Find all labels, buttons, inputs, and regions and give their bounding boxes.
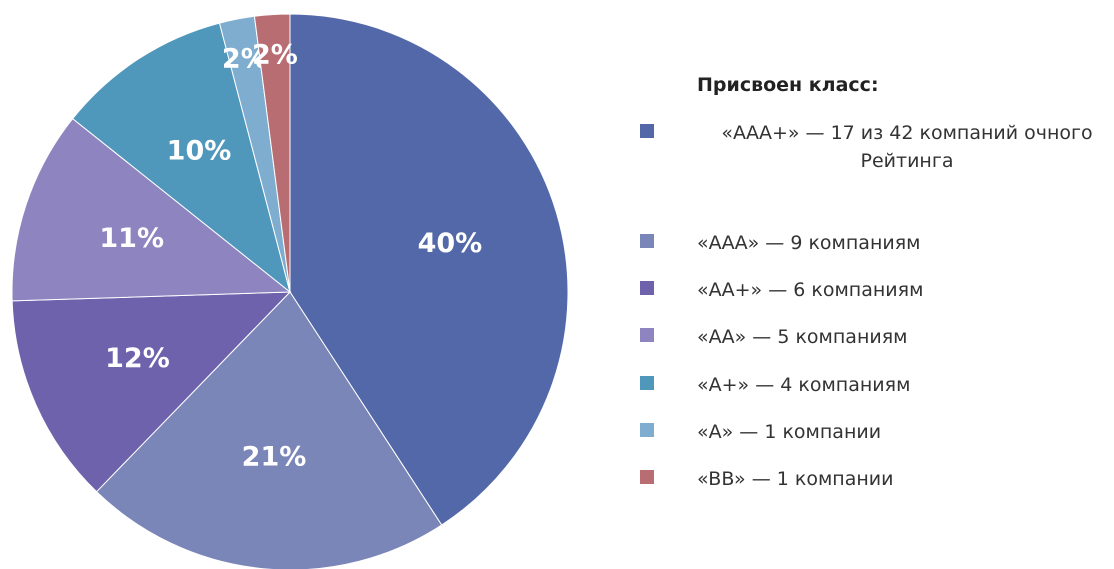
pie-slice [11,291,292,493]
legend-swatch [640,376,654,390]
slice-label: 11% [99,223,164,254]
legend-label: «ААА» — 9 компаниям [697,232,921,254]
legend-item: «BB» — 1 компании [640,465,893,493]
legend-swatch [640,328,654,342]
pie-slice [71,22,291,294]
legend-label: «АА» — 5 компаниям [697,326,908,348]
slice-label: 2% [252,40,298,71]
legend-swatch [640,281,654,295]
legend-swatch [640,124,654,138]
slice-label: 21% [242,442,307,473]
legend-label: «А» — 1 компании [697,421,882,443]
slice-label: 40% [418,228,483,259]
slice-label: 12% [105,343,170,374]
legend-swatch [640,423,654,437]
legend-swatch [640,234,654,248]
legend-item: «ААА» — 9 компаниям [640,229,920,257]
legend-label: «ААА+» — 17 из 42 компаний очного Рейтин… [721,122,1093,172]
pie-slice [289,13,569,526]
legend-label: «А+» — 4 компаниям [697,374,911,396]
legend-item: «ААА+» — 17 из 42 компаний очного Рейтин… [640,119,1114,175]
legend-item: «А» — 1 компании [640,418,881,446]
pie-slice [11,117,292,302]
legend-label: «АА+» — 6 компаниям [697,279,924,301]
legend-title: Присвоен класс: [697,74,879,96]
legend-item: «А+» — 4 компаниям [640,371,910,399]
legend-label: «BB» — 1 компании [697,468,894,490]
legend-item: «АА» — 5 компаниям [640,323,907,351]
slice-label: 10% [167,136,232,167]
legend-swatch [640,470,654,484]
legend-item: «АА+» — 6 компаниям [640,276,923,304]
pie-slice [253,13,291,293]
